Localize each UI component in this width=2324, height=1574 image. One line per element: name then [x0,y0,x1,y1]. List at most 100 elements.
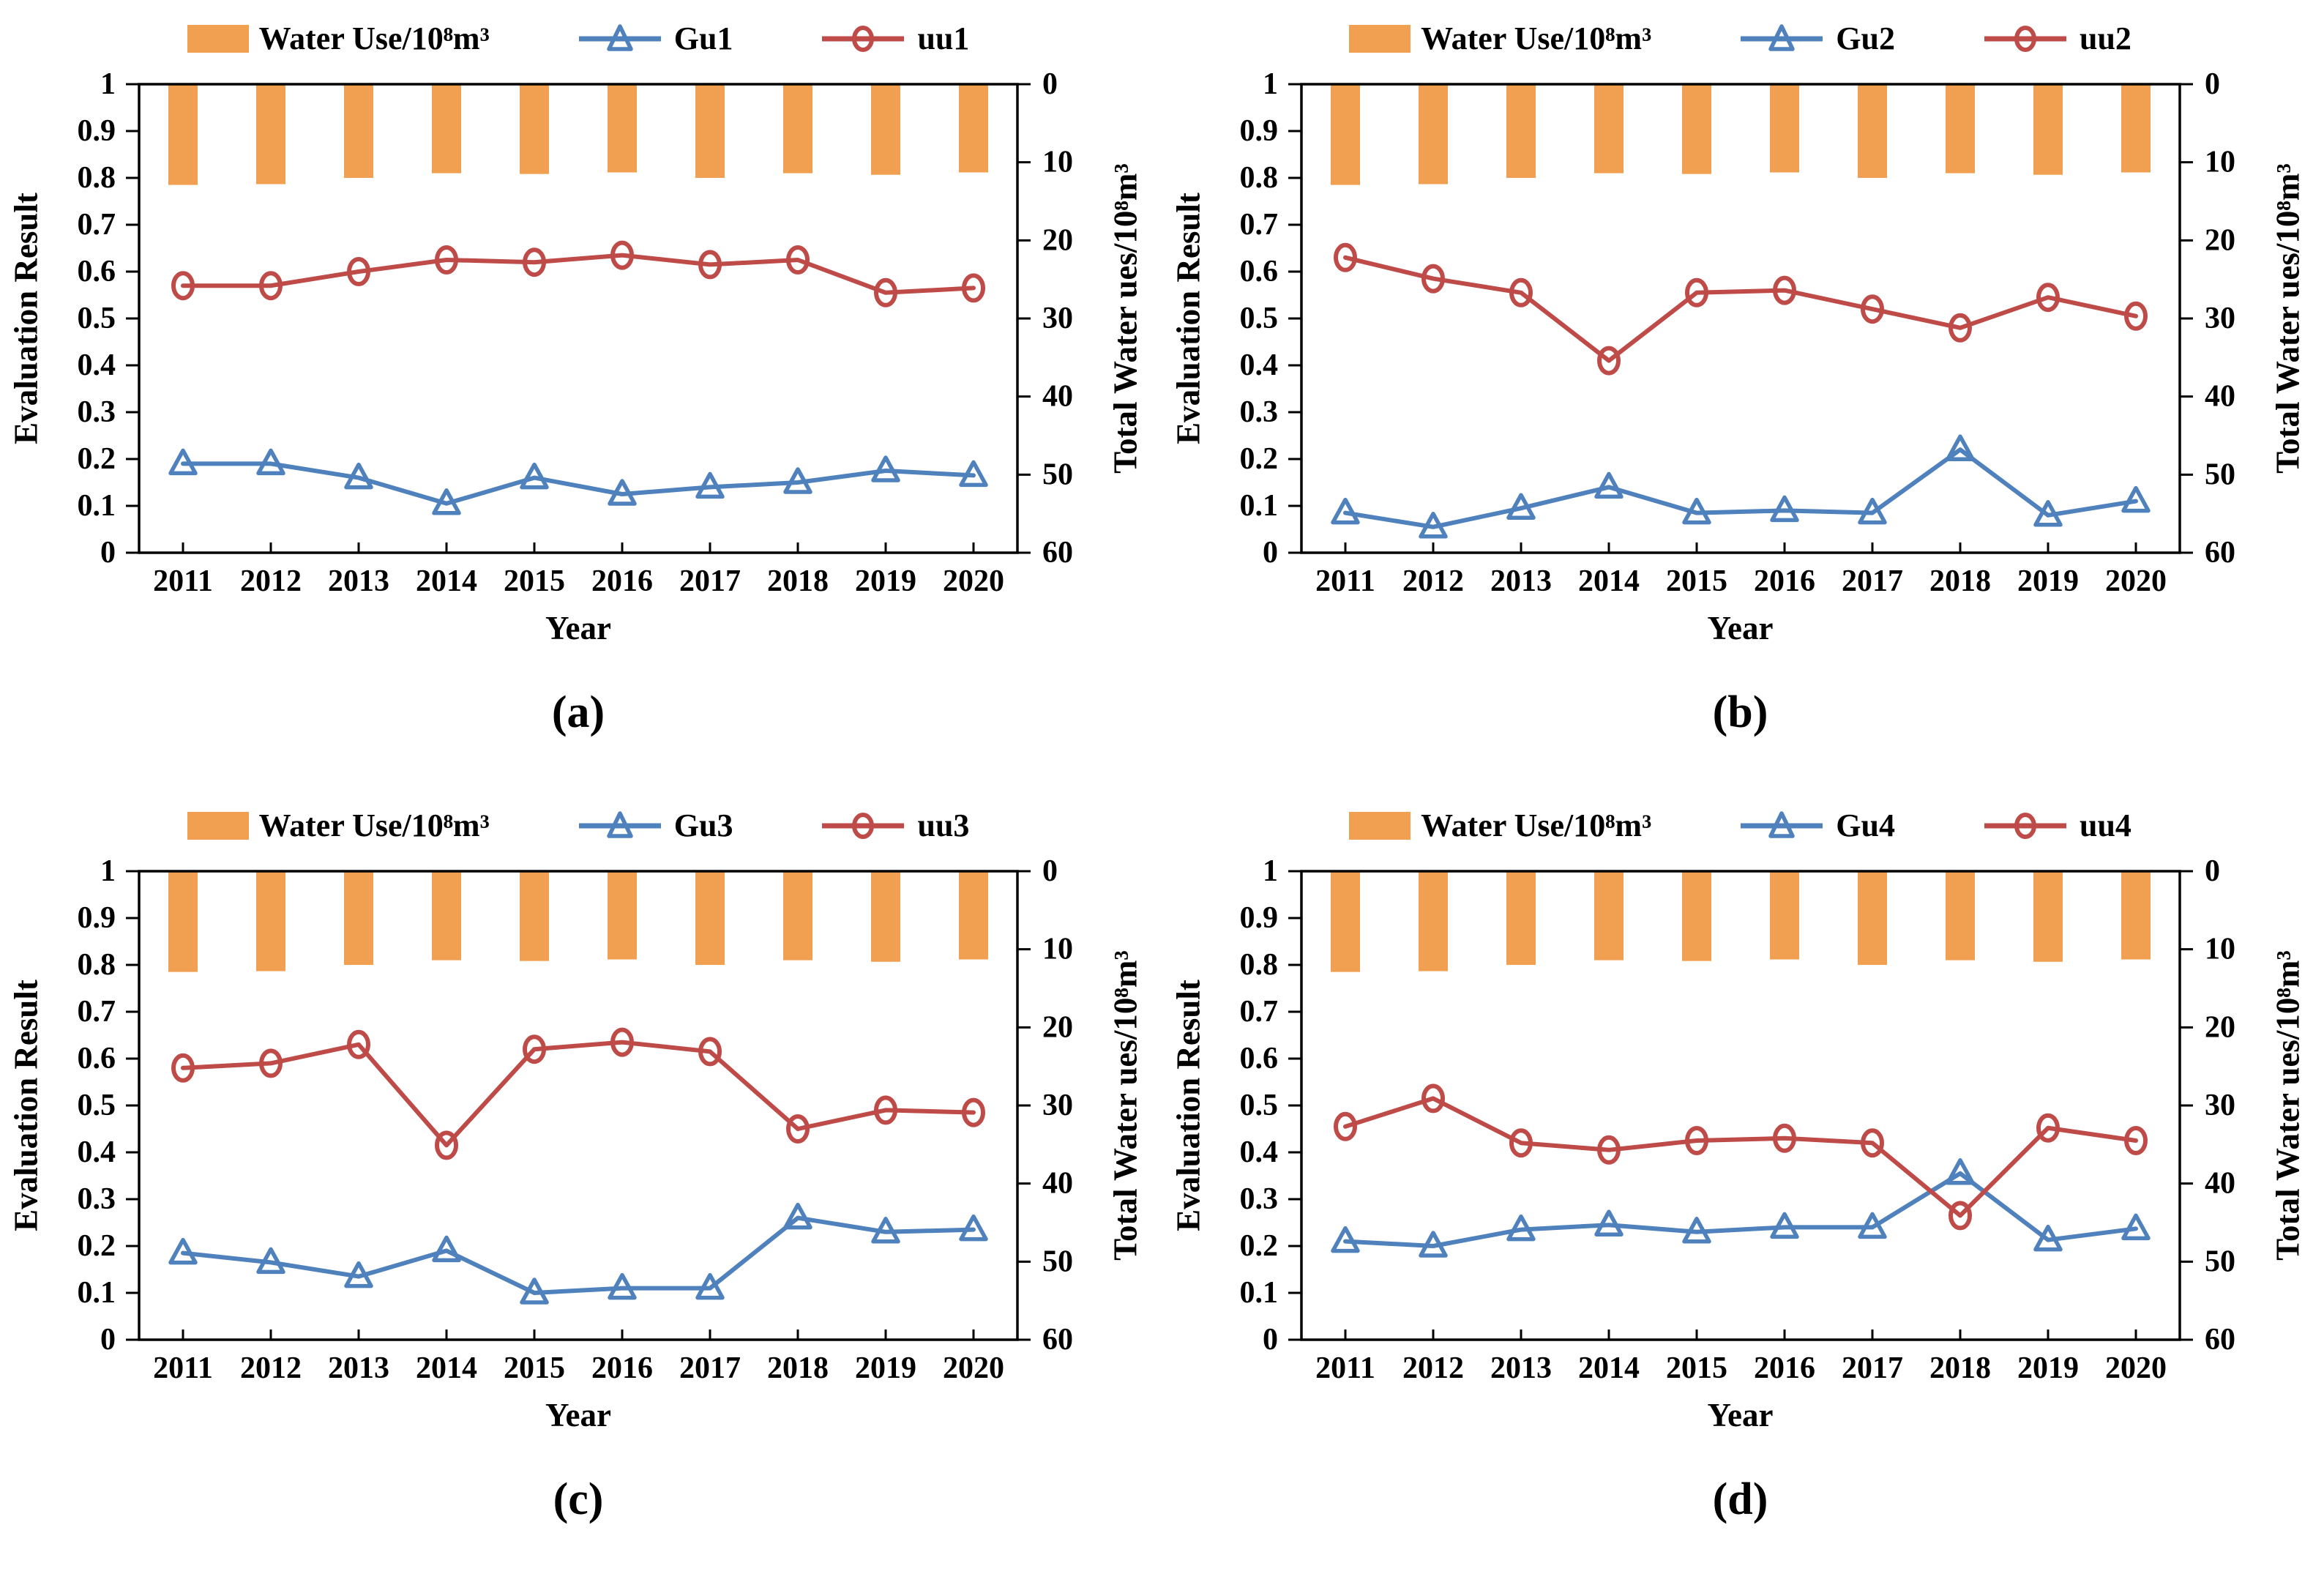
subplot-caption: (a) [551,687,605,737]
circle-marker-icon [962,273,985,303]
left-tick-label: 0.6 [78,1042,116,1075]
triangle-marker-icon [520,1278,549,1305]
triangle-marker-icon [1330,497,1360,525]
water-use-bar [959,85,988,173]
right-tick-label: 60 [2205,1323,2235,1357]
legend-label-gu: Gu3 [673,807,733,843]
water-use-bar [959,872,988,960]
water-use-bar [256,85,285,184]
circle-marker-icon [874,1095,897,1125]
circle-marker-icon [1596,1135,1621,1165]
water-use-bar [1593,85,1624,174]
gu-series-line [181,1215,976,1295]
right-axis-title: Total Water ues/10⁸m³ [2269,950,2306,1261]
left-tick-label: 0.7 [1239,208,1278,242]
water-use-bar [1418,85,1448,184]
x-axis-title: Year [545,610,611,646]
x-tick-label: 2015 [1666,564,1727,598]
subplot-caption: (c) [553,1474,604,1524]
chart-legend: Water Use/10⁸m³ Gu3 uu3 [139,794,1017,857]
triangle-marker-icon [344,1261,373,1288]
circle-marker-icon [852,26,875,52]
triangle-marker-icon [256,448,285,476]
subplot-caption: (b) [1712,687,1768,737]
water-use-bar [256,872,285,971]
triangle-marker-icon [1857,1212,1887,1239]
legend-item-gu: Gu4 [1738,809,1895,843]
uu-series-line [181,253,976,295]
left-tick-label: 1 [100,854,116,888]
water-use-bar [1330,872,1360,972]
right-tick-label: 30 [1042,302,1073,335]
right-axis-title: Total Water ues/10⁸m³ [1107,950,1144,1261]
right-tick-label: 0 [1042,67,1058,101]
right-tick-label: 50 [1042,458,1073,491]
bar-swatch-icon [187,812,249,840]
legend-item-gu: Gu2 [1738,22,1895,56]
x-tick-label: 2016 [1754,564,1815,598]
triangle-marker-icon [1330,1226,1360,1253]
left-tick-label: 0.7 [1239,995,1278,1029]
circle-marker-icon [1684,277,1708,307]
left-tick-label: 0.3 [78,1182,116,1216]
triangle-marker-icon [168,1237,198,1265]
triangle-marker-icon [1769,495,1799,523]
circle-line-marker-icon [1984,813,2066,839]
triangle-marker-icon [871,455,900,482]
right-tick-label: 10 [1042,933,1073,966]
left-tick-label: 0.8 [1239,161,1278,195]
plot-area: 00.10.20.30.40.50.60.70.80.91 01020304050… [1239,854,2235,1385]
circle-marker-icon [610,240,634,270]
legend-label-bar: Water Use/10⁸m³ [1421,807,1652,843]
x-tick-label: 2014 [1578,1351,1640,1385]
water-use-bar [1857,85,1887,178]
left-tick-label: 0.9 [1239,114,1278,148]
legend-item-uu: uu2 [1981,22,2131,56]
right-axis-title: Total Water ues/10⁸m³ [2269,163,2306,474]
left-tick-label: 0.4 [78,348,116,382]
uu-series-line [181,1040,976,1148]
circle-marker-icon [874,277,897,307]
x-tick-label: 2020 [2105,564,2167,598]
left-axis-title: Evaluation Result [7,193,45,444]
circle-line-marker-icon [1984,26,2066,52]
circle-line-marker-icon [822,26,905,52]
left-tick-label: 0.9 [78,114,116,148]
triangle-marker-icon [783,1202,812,1230]
water-use-bar [2033,872,2063,962]
left-tick-label: 1 [1263,854,1278,888]
chart-panel: Water Use/10⁸m³ Gu2 uu2 0 0.1 0.2 0.3 0.4 0.5… [1162,0,2324,787]
circle-marker-icon [347,257,370,286]
left-tick-label: 0.6 [1239,1042,1278,1075]
right-tick-label: 40 [1042,380,1073,414]
x-tick-label: 2020 [943,1351,1004,1385]
left-tick-label: 0 [1263,536,1278,570]
water-use-bar [344,872,373,965]
left-tick-label: 0.2 [78,442,116,476]
left-tick-label: 0.9 [78,901,116,935]
bar-swatch-icon [1349,812,1411,840]
legend-label-uu: uu2 [2079,20,2131,56]
water-use-bar [168,85,198,185]
circle-marker-icon [2014,26,2036,52]
x-tick-label: 2014 [1578,564,1640,598]
left-tick-label: 0.4 [78,1135,116,1169]
water-use-bar [520,872,549,961]
water-use-bar [1506,85,1536,178]
legend-item-water-use: Water Use/10⁸m³ [187,23,490,55]
water-use-bar [432,872,461,961]
circle-marker-icon [1421,264,1445,294]
x-tick-label: 2017 [679,1351,741,1385]
legend-label-uu: uu4 [2079,807,2131,843]
right-tick-label: 10 [2205,146,2235,179]
triangle-marker-icon [2033,500,2063,527]
circle-marker-icon [1596,346,1621,376]
x-tick-label: 2012 [1402,1351,1464,1385]
right-tick-label: 40 [2205,380,2235,414]
triangle-line-marker-icon [1741,24,1823,51]
circle-marker-icon [610,1027,634,1057]
triangle-marker-icon [432,488,461,515]
left-tick-label: 0.5 [78,1089,116,1122]
right-tick-label: 40 [2205,1167,2235,1201]
right-tick-label: 50 [2205,1245,2235,1278]
